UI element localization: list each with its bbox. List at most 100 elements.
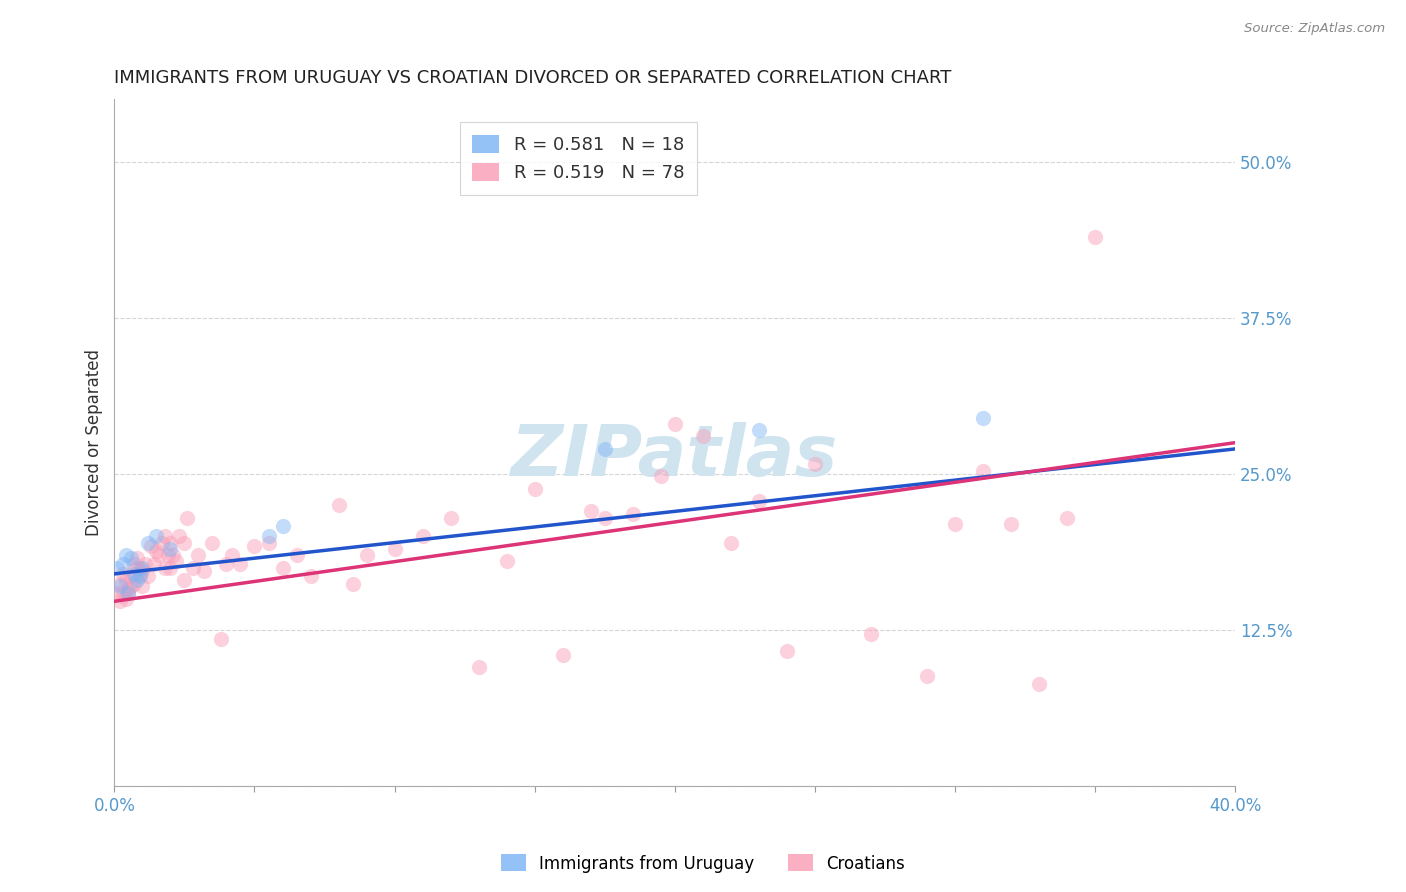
Point bbox=[439, 510, 461, 524]
Point bbox=[114, 591, 136, 606]
Text: Source: ZipAtlas.com: Source: ZipAtlas.com bbox=[1244, 22, 1385, 36]
Point bbox=[257, 529, 280, 543]
Point bbox=[145, 544, 167, 558]
Point bbox=[621, 507, 644, 521]
Text: IMMIGRANTS FROM URUGUAY VS CROATIAN DIVORCED OR SEPARATED CORRELATION CHART: IMMIGRANTS FROM URUGUAY VS CROATIAN DIVO… bbox=[114, 69, 952, 87]
Point bbox=[467, 660, 489, 674]
Point bbox=[593, 510, 616, 524]
Point bbox=[159, 560, 181, 574]
Point bbox=[120, 550, 142, 565]
Point bbox=[128, 560, 150, 574]
Point bbox=[131, 560, 153, 574]
Point bbox=[150, 535, 173, 549]
Point bbox=[148, 548, 170, 562]
Point bbox=[125, 560, 148, 574]
Point bbox=[173, 535, 195, 549]
Point bbox=[108, 579, 131, 593]
Point bbox=[173, 573, 195, 587]
Point bbox=[122, 557, 145, 571]
Point bbox=[271, 560, 294, 574]
Point bbox=[271, 519, 294, 533]
Point bbox=[153, 560, 176, 574]
Point bbox=[111, 585, 134, 599]
Point bbox=[159, 541, 181, 556]
Point bbox=[495, 554, 517, 568]
Point bbox=[122, 576, 145, 591]
Point bbox=[125, 550, 148, 565]
Point bbox=[159, 535, 181, 549]
Point bbox=[412, 529, 434, 543]
Point bbox=[136, 535, 159, 549]
Point bbox=[165, 554, 187, 568]
Point bbox=[593, 442, 616, 456]
Point bbox=[117, 582, 139, 596]
Point bbox=[117, 585, 139, 599]
Point bbox=[720, 535, 742, 549]
Point bbox=[136, 569, 159, 583]
Point bbox=[328, 498, 350, 512]
Point bbox=[131, 564, 153, 578]
Point bbox=[1084, 229, 1107, 244]
Point bbox=[1028, 677, 1050, 691]
Point bbox=[943, 516, 966, 531]
Point bbox=[139, 539, 162, 553]
Point bbox=[111, 557, 134, 571]
Point bbox=[356, 548, 378, 562]
Point bbox=[156, 548, 179, 562]
Point bbox=[105, 560, 128, 574]
Point bbox=[342, 576, 364, 591]
Point bbox=[972, 464, 994, 478]
Point bbox=[285, 548, 308, 562]
Point bbox=[776, 644, 799, 658]
Legend: Immigrants from Uruguay, Croatians: Immigrants from Uruguay, Croatians bbox=[495, 847, 911, 880]
Point bbox=[650, 469, 672, 483]
Point bbox=[108, 594, 131, 608]
Y-axis label: Divorced or Separated: Divorced or Separated bbox=[86, 349, 103, 536]
Text: ZIPatlas: ZIPatlas bbox=[510, 422, 838, 491]
Point bbox=[804, 457, 827, 471]
Point bbox=[153, 529, 176, 543]
Point bbox=[257, 535, 280, 549]
Point bbox=[114, 573, 136, 587]
Point bbox=[579, 504, 602, 518]
Legend: R = 0.581   N = 18, R = 0.519   N = 78: R = 0.581 N = 18, R = 0.519 N = 78 bbox=[460, 122, 697, 195]
Point bbox=[131, 579, 153, 593]
Point bbox=[114, 548, 136, 562]
Point bbox=[176, 510, 198, 524]
Point bbox=[972, 410, 994, 425]
Point bbox=[108, 576, 131, 591]
Point bbox=[187, 548, 209, 562]
Point bbox=[1000, 516, 1022, 531]
Point bbox=[523, 482, 546, 496]
Point bbox=[215, 557, 238, 571]
Point bbox=[105, 585, 128, 599]
Point bbox=[748, 423, 770, 437]
Point bbox=[209, 632, 232, 646]
Point bbox=[748, 494, 770, 508]
Point bbox=[243, 539, 266, 553]
Point bbox=[145, 529, 167, 543]
Point bbox=[125, 573, 148, 587]
Point bbox=[128, 569, 150, 583]
Point bbox=[120, 579, 142, 593]
Point bbox=[134, 557, 156, 571]
Point bbox=[1056, 510, 1078, 524]
Point bbox=[692, 429, 714, 443]
Point bbox=[384, 541, 406, 556]
Point bbox=[664, 417, 686, 431]
Point bbox=[128, 566, 150, 581]
Point bbox=[859, 626, 882, 640]
Point bbox=[201, 535, 224, 549]
Point bbox=[193, 564, 215, 578]
Point bbox=[142, 557, 165, 571]
Point bbox=[167, 529, 190, 543]
Point bbox=[162, 548, 184, 562]
Point bbox=[221, 548, 243, 562]
Point bbox=[299, 569, 322, 583]
Point bbox=[111, 566, 134, 581]
Point bbox=[915, 669, 938, 683]
Point bbox=[122, 566, 145, 581]
Point bbox=[117, 585, 139, 599]
Point bbox=[229, 557, 252, 571]
Point bbox=[120, 569, 142, 583]
